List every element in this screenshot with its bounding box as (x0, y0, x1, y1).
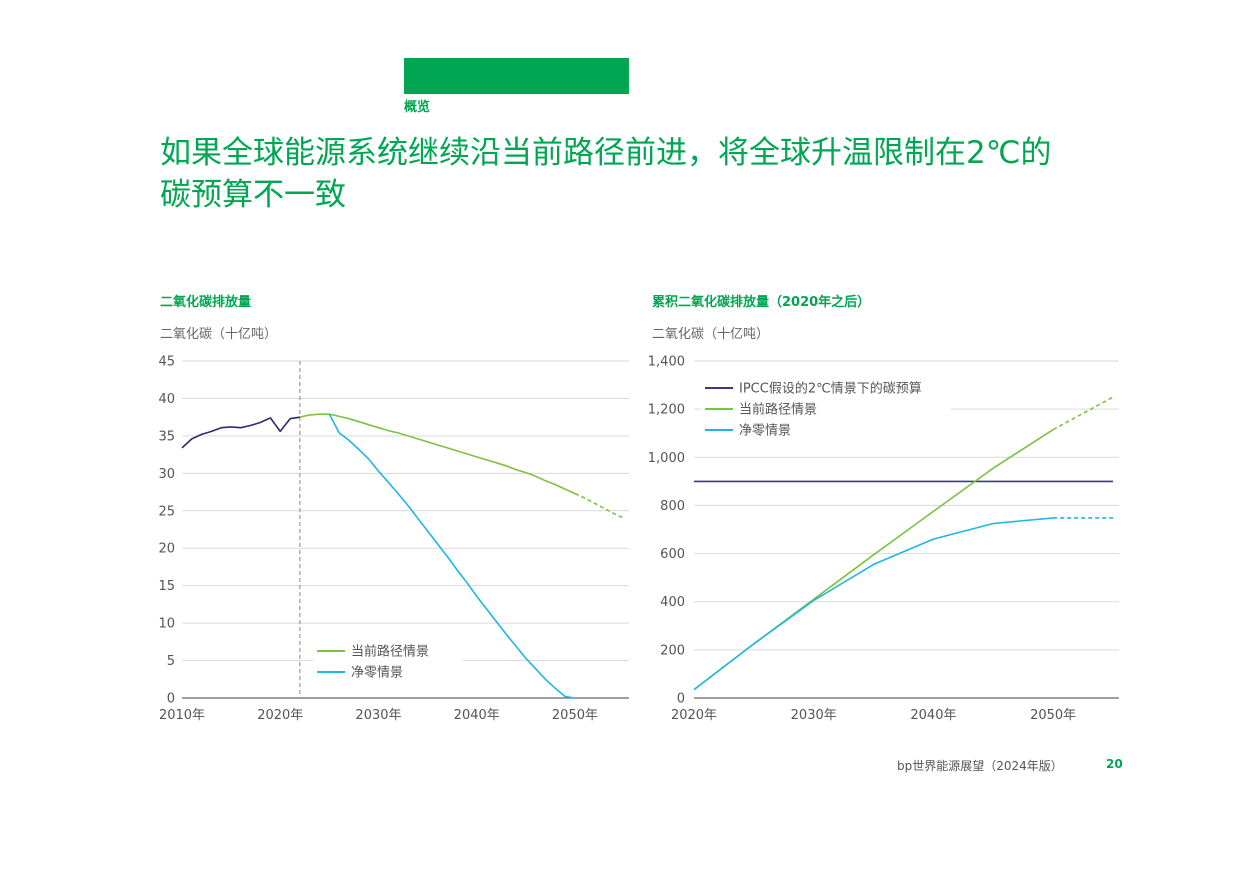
cumulative-y-tick-label: 1,400 (648, 355, 685, 370)
emissions-x-tick-label: 2030年 (355, 708, 401, 723)
cumulative-y-tick-label: 1,000 (648, 451, 685, 466)
cumulative-legend-bg (701, 399, 951, 419)
emissions-chart: 0 5 10 15 20 25 30 35 40 45 2010年 2020年 2030年 2040年 20… (158, 355, 629, 723)
emissions-y-tick-label: 35 (158, 429, 175, 444)
emissions-y-tick-label: 20 (158, 542, 175, 557)
cumulative-series-当前路径情景-line (693, 428, 1054, 691)
cumulative-series-净零情景-line (693, 517, 1054, 691)
cumulative-legend-bg (701, 378, 951, 398)
emissions-y-tick-label: 0 (167, 692, 175, 707)
emissions-y-tick-label: 30 (158, 467, 175, 482)
cumulative-y-tick-label: 600 (660, 547, 685, 562)
chart-unit-emissions: 二氧化碳（十亿吨） (160, 327, 278, 342)
publication-title: bp世界能源展望（2024年版） (897, 759, 1063, 773)
cumulative-x-tick-label: 2040年 (910, 708, 956, 723)
chart-title-emissions: 二氧化碳排放量 (160, 295, 252, 310)
cumulative-x-tick-label: 2030年 (791, 708, 837, 723)
cumulative-y-tick-label: 200 (660, 643, 685, 658)
emissions-legend-bg (313, 662, 463, 682)
cumulative-legend-label: 净零情景 (739, 424, 791, 439)
cumulative-legend-label: IPCC假设的2℃情景下的碳预算 (739, 381, 922, 397)
emissions-x-tick-label: 2010年 (159, 708, 205, 723)
chart-title-cumulative: 累积二氧化碳排放量（2020年之后） (652, 295, 871, 310)
emissions-y-tick-label: 5 (167, 654, 175, 669)
chart-unit-cumulative: 二氧化碳（十亿吨） (652, 327, 770, 342)
cumulative-x-tick-label: 2020年 (671, 708, 717, 723)
emissions-legend-bg (313, 641, 463, 661)
cumulative-emissions-chart: 0 200 400 600 800 1,000 1,200 1,400 2020年 2030年 20… (648, 355, 1119, 723)
page-number: 20 (1106, 757, 1123, 771)
section-label: 概览 (404, 100, 431, 115)
emissions-series-historical-line (181, 416, 301, 449)
emissions-series-当前路径情景-projection-line (574, 492, 625, 520)
emissions-y-tick-label: 15 (158, 579, 175, 594)
emissions-y-tick-label: 10 (158, 617, 175, 632)
cumulative-y-tick-label: 800 (660, 499, 685, 514)
page-headline: 如果全球能源系统继续沿当前路径前进，将全球升温限制在2℃的碳预算不一致 (160, 135, 1052, 213)
emissions-series-净零情景-line (328, 413, 576, 699)
cumulative-y-tick-label: 0 (677, 692, 685, 707)
section-color-bar (404, 58, 629, 94)
cumulative-x-tick-label: 2050年 (1030, 708, 1076, 723)
emissions-y-tick-label: 25 (158, 504, 175, 519)
cumulative-y-tick-label: 1,200 (648, 403, 685, 418)
emissions-x-tick-label: 2040年 (454, 708, 500, 723)
cumulative-legend-label: 当前路径情景 (739, 402, 817, 418)
emissions-x-tick-label: 2020年 (257, 708, 303, 723)
emissions-y-tick-label: 40 (158, 392, 175, 407)
cumulative-series-当前路径情景-projection-line (1052, 396, 1114, 431)
emissions-x-tick-label: 2050年 (552, 708, 598, 723)
emissions-series-当前路径情景-line (299, 413, 576, 495)
emissions-legend-label: 净零情景 (351, 666, 403, 681)
emissions-y-tick-label: 45 (158, 355, 175, 370)
emissions-legend-label: 当前路径情景 (351, 644, 429, 660)
cumulative-y-tick-label: 400 (660, 595, 685, 610)
cumulative-legend-bg (701, 420, 951, 440)
